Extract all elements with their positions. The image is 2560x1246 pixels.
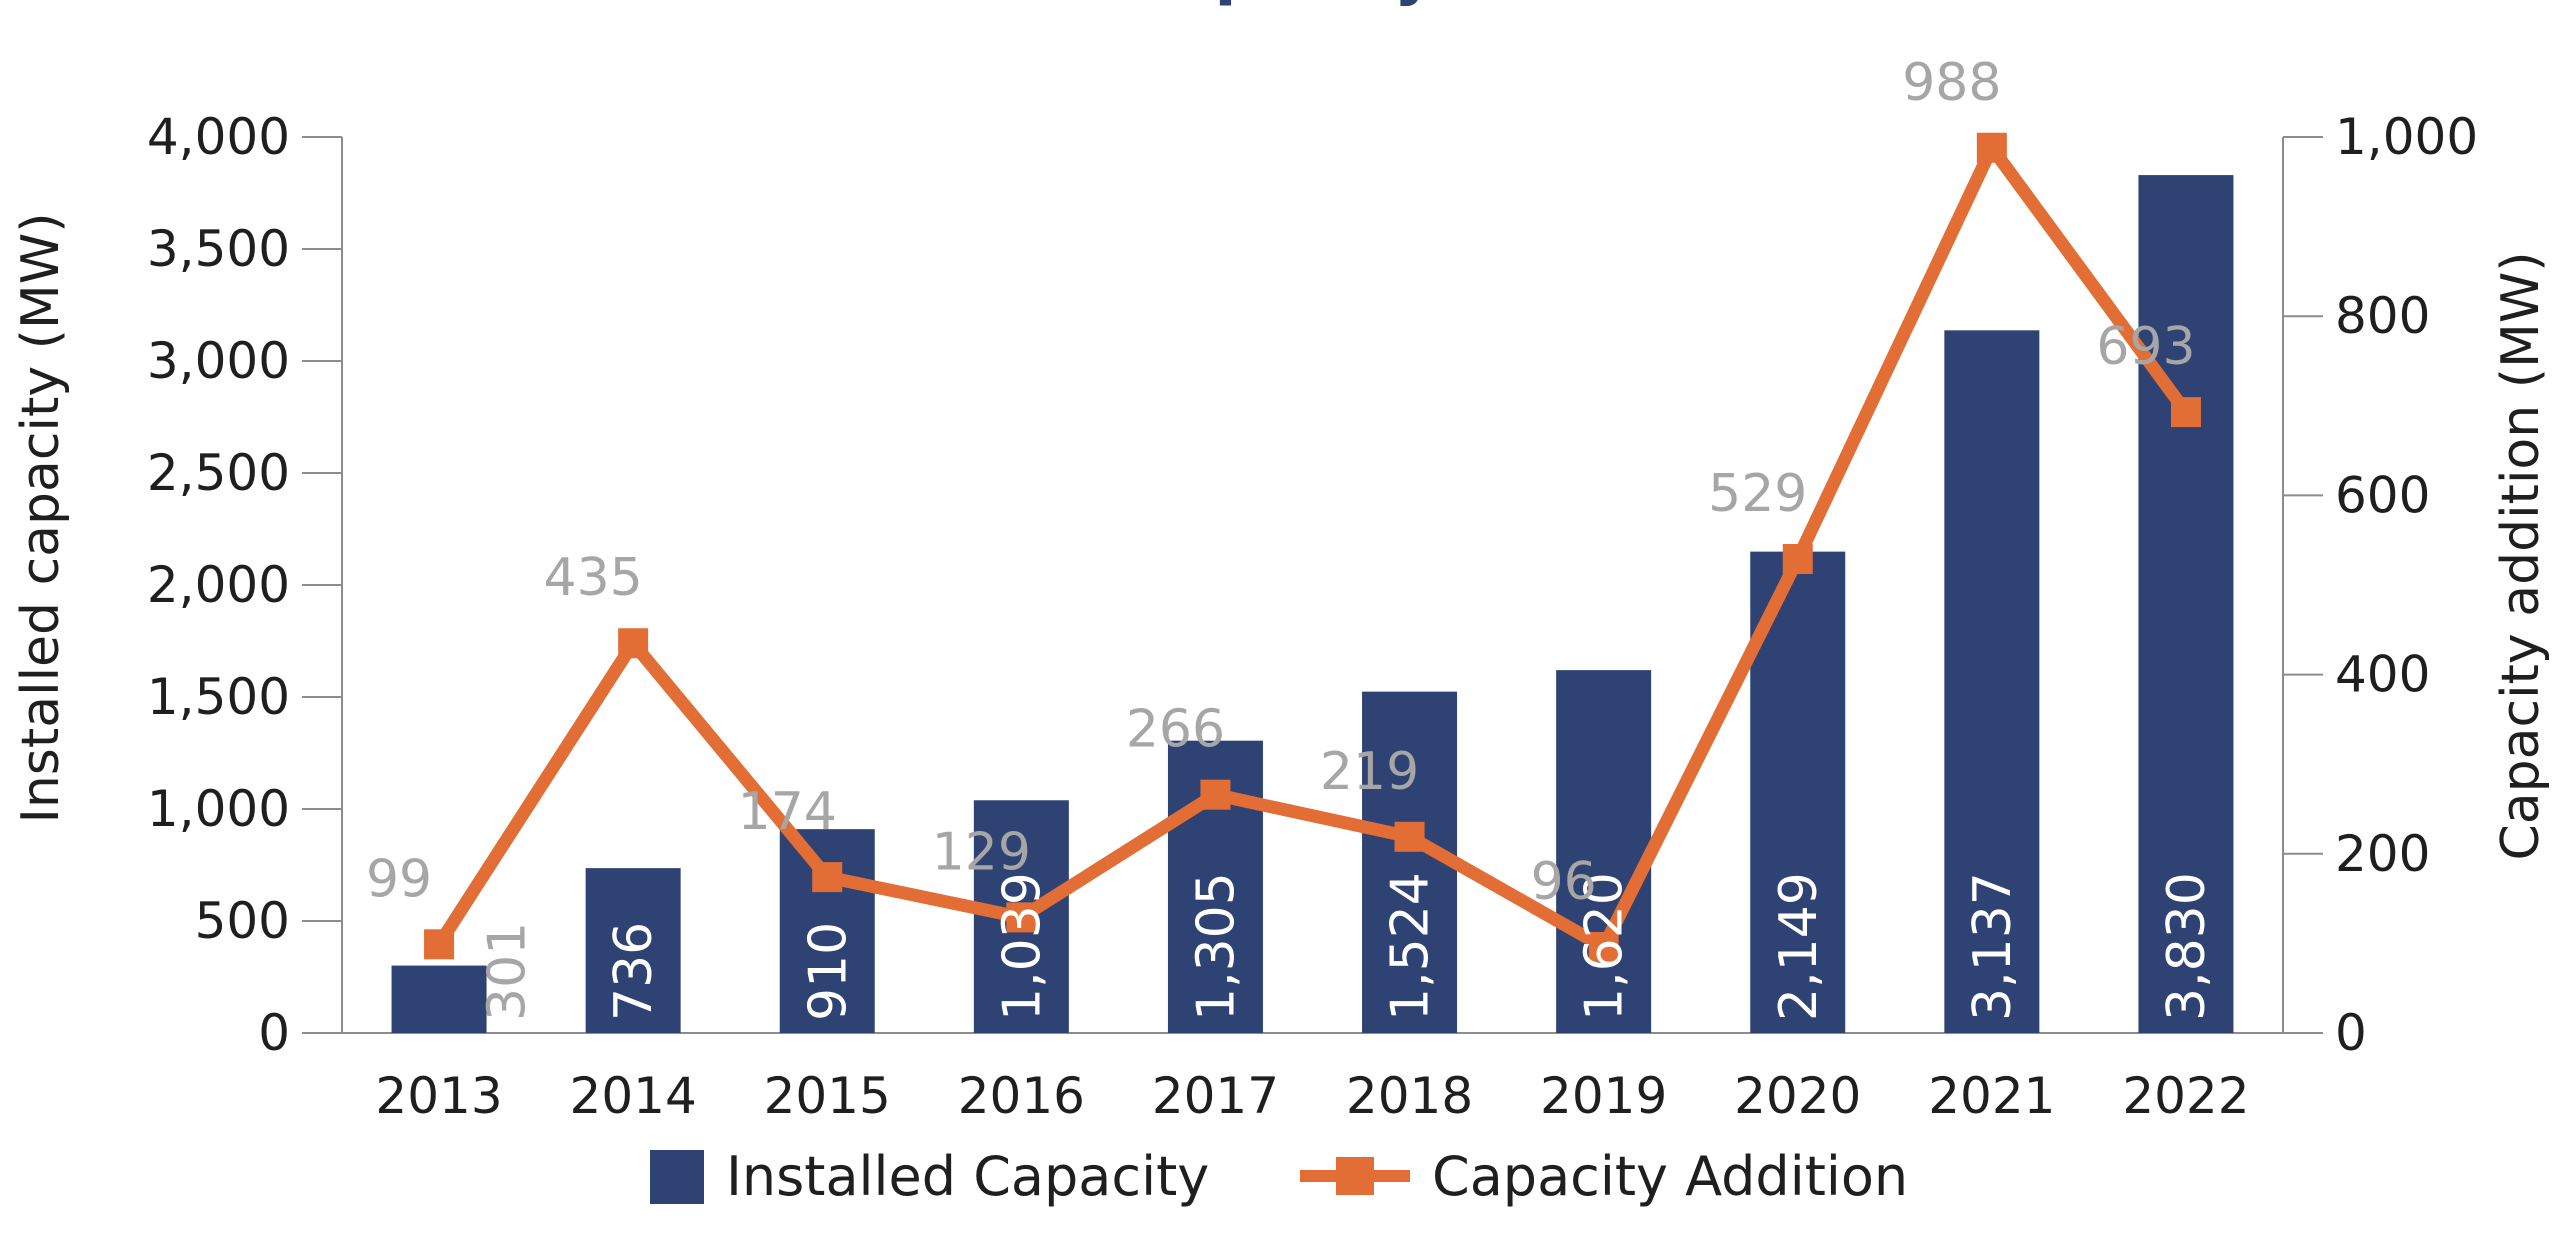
legend: Installed Capacity Capacity Addition <box>650 1145 1908 1208</box>
bar <box>585 868 681 1033</box>
line-data-label: 266 <box>1126 700 1225 760</box>
axes: 0 500 1,000 1,500 2,000 2,500 3,000 3,500 4,000 0… <box>147 108 2478 1125</box>
bar-data-label: 1,039 <box>992 872 1052 1021</box>
data-labels: 301 736 910 1,039 1,305 1,524 1,620 2,149 3,137 3… <box>366 53 2217 1021</box>
bar <box>1556 670 1652 1033</box>
line-marker <box>1588 931 1619 962</box>
bar <box>2138 175 2234 1033</box>
y-tick-label: 2,500 <box>147 444 290 502</box>
legend-marker-capacity-addition <box>1336 1157 1374 1195</box>
line-marker <box>2170 397 2201 428</box>
y2-axis-title: Capacity addition (MW) <box>2491 251 2551 860</box>
bar-data-label: 3,137 <box>1963 872 2023 1021</box>
x-tick-label: 2018 <box>1346 1067 1473 1125</box>
bar-data-label: 1,620 <box>1575 872 1635 1021</box>
x-tick-label: 2014 <box>570 1067 697 1125</box>
line-path <box>433 141 2192 954</box>
line-marker <box>1006 902 1037 933</box>
bar-data-label: 3,830 <box>2157 872 2217 1021</box>
y-tick-label: 4,000 <box>147 108 290 166</box>
legend-label-installed-capacity: Installed Capacity <box>726 1145 1209 1208</box>
bar-data-label: 301 <box>478 922 538 1021</box>
line-data-label: 129 <box>932 822 1031 882</box>
y2-tick-label: 400 <box>2335 646 2430 704</box>
bars-series <box>391 175 2234 1033</box>
x-tick-label: 2017 <box>1152 1067 1279 1125</box>
line-marker <box>1200 779 1231 810</box>
bar <box>391 965 487 1033</box>
x-tick-label: 2019 <box>1540 1067 1667 1125</box>
bar-data-label: 910 <box>798 922 858 1021</box>
line-series <box>424 132 2201 962</box>
y-tick-label: 3,500 <box>147 220 290 278</box>
x-tick-label: 2013 <box>375 1067 502 1125</box>
line-marker <box>424 929 455 960</box>
bar-data-label: 1,305 <box>1186 872 1246 1021</box>
chart-title: Capacity <box>1124 0 1435 8</box>
line-data-label: 988 <box>1902 53 2001 113</box>
y-tick-label: 2,000 <box>147 556 290 614</box>
line-data-label: 693 <box>2096 317 2195 377</box>
bar-data-label: 736 <box>604 922 664 1021</box>
line-marker <box>812 862 843 893</box>
line-marker <box>1782 544 1813 575</box>
x-tick-label: 2020 <box>1734 1067 1861 1125</box>
x-tick-label: 2016 <box>958 1067 1085 1125</box>
x-tick-label: 2021 <box>1928 1067 2055 1125</box>
legend-swatch-installed-capacity <box>650 1150 704 1204</box>
y2-tick-label: 0 <box>2335 1004 2367 1062</box>
y2-tick-label: 1,000 <box>2335 108 2478 166</box>
legend-label-capacity-addition: Capacity Addition <box>1432 1145 1908 1208</box>
y2-tick-label: 600 <box>2335 466 2430 524</box>
bar-data-label: 2,149 <box>1769 872 1829 1021</box>
line-data-label: 174 <box>738 782 837 842</box>
bar-data-label: 1,524 <box>1381 872 1441 1021</box>
line-marker <box>1394 821 1425 852</box>
y-tick-label: 0 <box>258 1004 290 1062</box>
y2-tick-label: 800 <box>2335 287 2430 345</box>
line-data-label: 529 <box>1708 464 1807 524</box>
line-data-label: 219 <box>1320 742 1419 802</box>
y2-tick-label: 200 <box>2335 825 2430 883</box>
line-data-label: 435 <box>544 548 643 608</box>
line-marker <box>1976 132 2007 163</box>
x-tick-label: 2022 <box>2122 1067 2249 1125</box>
y-tick-label: 1,500 <box>147 668 290 726</box>
bar <box>1944 330 2040 1033</box>
y-tick-label: 500 <box>195 892 290 950</box>
bar <box>1362 691 1458 1033</box>
y-tick-label: 1,000 <box>147 780 290 838</box>
x-tick-label: 2015 <box>764 1067 891 1125</box>
line-marker <box>618 628 649 659</box>
y-axis-title: Installed capacity (MW) <box>11 213 71 824</box>
line-data-label: 96 <box>1531 852 1597 912</box>
y-tick-label: 3,000 <box>147 332 290 390</box>
line-data-label: 99 <box>366 849 432 909</box>
